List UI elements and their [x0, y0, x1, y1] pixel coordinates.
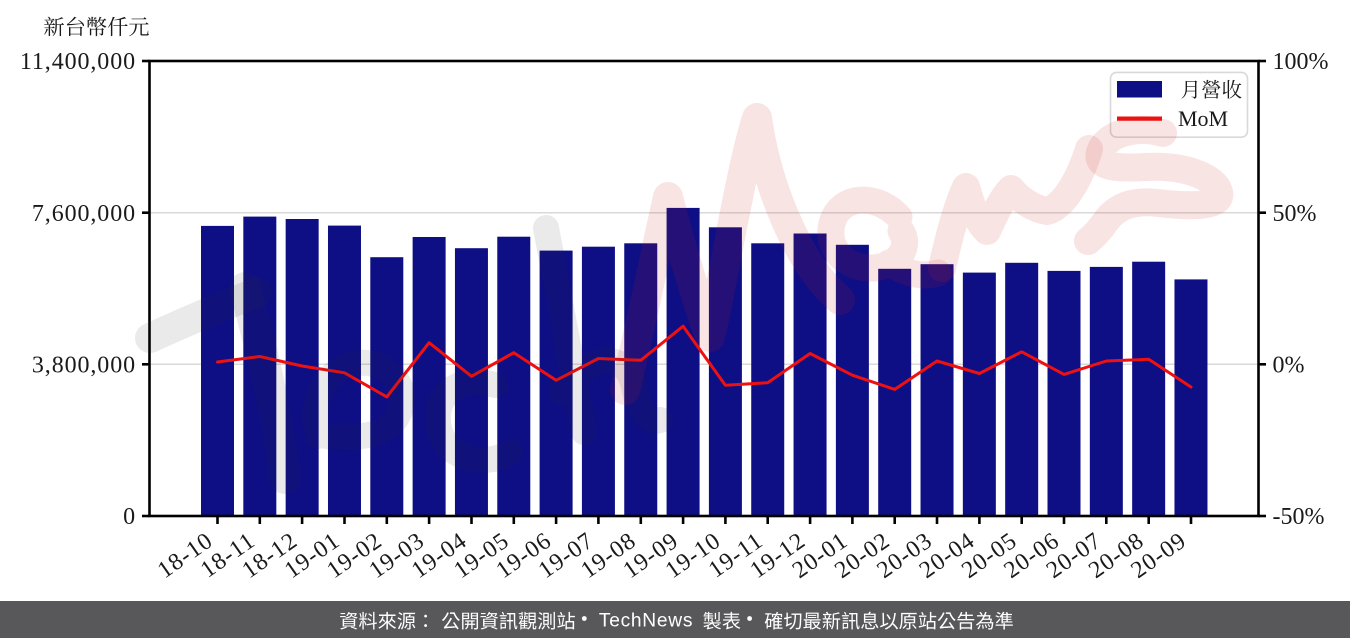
svg-text:-50%: -50%	[1273, 504, 1325, 530]
svg-text:0%: 0%	[1273, 353, 1305, 379]
svg-text:50%: 50%	[1273, 201, 1317, 227]
svg-text:3,800,000: 3,800,000	[32, 353, 136, 379]
svg-text:7,600,000: 7,600,000	[32, 201, 136, 227]
svg-text:MoM: MoM	[1178, 106, 1228, 131]
svg-text:11,400,000: 11,400,000	[20, 49, 136, 75]
svg-text:100%: 100%	[1273, 49, 1329, 75]
svg-text:TechNews: TechNews	[599, 611, 693, 632]
svg-text:0: 0	[123, 504, 136, 530]
